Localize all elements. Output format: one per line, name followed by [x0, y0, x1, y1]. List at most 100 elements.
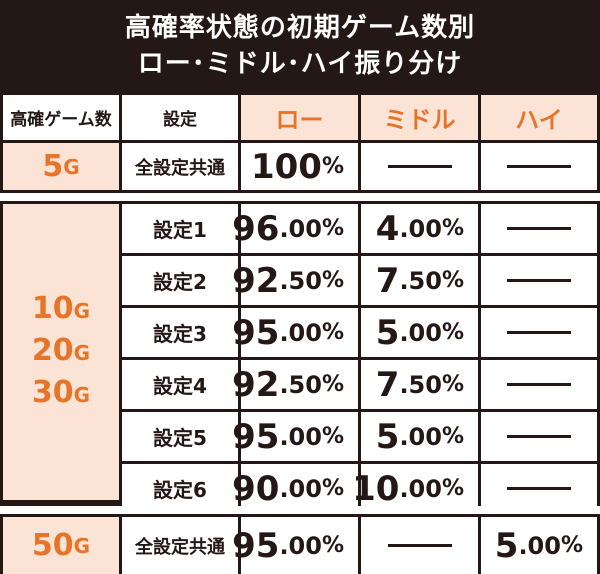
middle-dec: .00: [399, 318, 442, 347]
setting-label: 設定1: [122, 204, 238, 253]
middle-value: 4.00%: [361, 204, 478, 253]
middle-int: 10: [352, 468, 400, 509]
setting-label: 設定2: [122, 256, 238, 305]
games-number: 20: [31, 333, 74, 368]
high-dash: [481, 360, 597, 409]
low-value: 92.50%: [232, 360, 358, 409]
games-number: 10: [31, 291, 74, 326]
low-value: 100%: [241, 143, 358, 190]
middle-value: 10.00%: [352, 464, 478, 513]
low-value: 95.00%: [232, 412, 358, 461]
setting-label: 設定3: [122, 308, 238, 357]
setting-label: 設定4: [122, 360, 238, 409]
games-number: 5: [42, 149, 64, 184]
dash-line: [507, 227, 571, 230]
low-dec: .50: [279, 370, 322, 399]
low-pct: %: [321, 533, 344, 558]
low-value: 92.50%: [232, 256, 358, 305]
middle-dash: [361, 143, 478, 190]
games-unit: G: [73, 341, 91, 365]
low-pct: %: [321, 476, 344, 501]
middle-value: 5.00%: [361, 412, 478, 461]
high-pct: %: [560, 533, 583, 558]
table-title: 高確率状態の初期ゲーム数別 ロー･ミドル･ハイ振り分け: [0, 0, 600, 92]
games-30g: 30G: [32, 373, 90, 415]
low-int: 95: [232, 525, 280, 566]
middle-pct: %: [441, 320, 464, 345]
middle-value: 7.50%: [361, 360, 478, 409]
setting-label: 設定5: [122, 412, 238, 461]
games-50g: 50 G: [3, 517, 119, 574]
setting-all-common: 全設定共通: [122, 143, 238, 190]
low-int: 100: [250, 146, 322, 187]
middle-int: 7: [375, 260, 400, 301]
low-pct: %: [321, 216, 344, 241]
games-unit: G: [73, 383, 91, 407]
high-dash: [481, 464, 597, 513]
high-int: 5: [494, 525, 519, 566]
middle-int: 7: [375, 364, 400, 405]
middle-int: 4: [375, 208, 400, 249]
games-10-20-30g: 10G 20G 30G: [3, 204, 119, 500]
middle-value: 5.00%: [361, 308, 478, 357]
games-20g: 20G: [32, 331, 90, 373]
dash-line: [507, 165, 571, 168]
low-pct: %: [321, 372, 344, 397]
high-value: 5.00%: [481, 517, 597, 574]
low-dec: .00: [279, 531, 322, 560]
low-int: 92: [232, 260, 280, 301]
low-value: 96.00%: [232, 204, 358, 253]
low-int: 95: [232, 312, 280, 353]
low-pct: %: [321, 268, 344, 293]
dash-line: [507, 383, 571, 386]
dash-line: [387, 544, 452, 547]
middle-dec: .50: [399, 266, 442, 295]
games-unit: G: [63, 154, 80, 179]
setting-label: 設定6: [122, 464, 238, 513]
games-number: 30: [31, 375, 74, 410]
low-dec: .00: [279, 214, 322, 243]
middle-int: 5: [375, 312, 400, 353]
high-dash: [481, 412, 597, 461]
high-dec: .00: [518, 531, 561, 560]
low-int: 92: [232, 364, 280, 405]
title-line-1: 高確率状態の初期ゲーム数別: [124, 13, 476, 43]
high-dash: [481, 256, 597, 305]
middle-dec: .50: [399, 370, 442, 399]
middle-value: 7.50%: [361, 256, 478, 305]
header-high: ハイ: [481, 95, 597, 140]
dash-line: [507, 331, 571, 334]
separator: [0, 506, 600, 514]
dash-line: [507, 435, 571, 438]
games-number: 50: [31, 528, 74, 563]
header-middle: ミドル: [361, 95, 478, 140]
separator: [0, 193, 600, 201]
header-low: ロー: [241, 95, 358, 140]
dash-line: [507, 279, 571, 282]
low-pct: %: [321, 424, 344, 449]
middle-pct: %: [441, 372, 464, 397]
middle-pct: %: [441, 424, 464, 449]
games-unit: G: [73, 533, 91, 558]
middle-pct: %: [441, 476, 464, 501]
middle-dec: .00: [399, 422, 442, 451]
low-value: 95.00%: [232, 308, 358, 357]
middle-pct: %: [441, 216, 464, 241]
low-int: 90: [232, 468, 280, 509]
high-dash: [481, 204, 597, 253]
low-int: 95: [232, 416, 280, 457]
low-dec: .00: [279, 422, 322, 451]
middle-pct: %: [441, 268, 464, 293]
low-pct: %: [321, 320, 344, 345]
low-value: 90.00%: [232, 464, 358, 513]
middle-dec: .00: [399, 474, 442, 503]
dash-line: [507, 487, 571, 490]
low-dec: .00: [279, 474, 322, 503]
header-games: 高確ゲーム数: [3, 95, 119, 140]
low-pct: %: [321, 154, 344, 179]
dash-line: [387, 165, 452, 168]
games-unit: G: [73, 299, 91, 323]
header-setting: 設定: [122, 95, 238, 140]
